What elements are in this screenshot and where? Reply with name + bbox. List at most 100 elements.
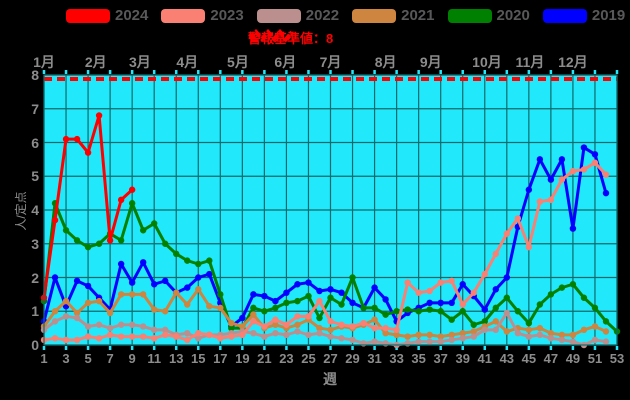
series-point-2020 [150,220,158,227]
series-point-2019 [139,259,147,266]
week-tick-label-15: 15 [191,351,206,366]
legend-label-2023: 2023 [210,7,244,24]
series-point-2020 [228,324,235,332]
series-point-2022 [294,328,301,335]
series-point-2019 [547,176,555,183]
series-point-2019 [206,270,213,278]
series-line-2022 [43,311,607,347]
series-point-2020 [404,306,411,313]
series-point-2022 [62,313,70,320]
month-label-10月: 10月 [472,54,502,70]
series-point-2023 [195,329,202,337]
series-point-2024 [128,186,136,193]
series-point-2022 [195,335,202,342]
series-point-2022 [525,333,533,340]
series-point-2023 [283,321,290,328]
series-point-2022 [73,314,81,322]
series-point-2020 [283,299,290,307]
week-tick-label-41: 41 [477,351,492,366]
legend-item-2020: 2020 [447,7,530,24]
series-point-2022 [316,329,323,337]
week-tick-label-17: 17 [213,351,228,366]
series-point-2023 [349,323,356,330]
series-point-2024 [95,112,103,119]
series-point-2021 [139,291,147,298]
legend-label-2021: 2021 [401,7,435,24]
series-point-2019 [327,286,334,293]
legend-item-2024: 2024 [66,7,148,24]
series-point-2023 [547,196,555,204]
series-point-2020 [591,304,599,312]
series-point-2020 [294,297,301,305]
series-point-2022 [272,329,279,337]
month-label-8月: 8月 [374,54,397,70]
warning-row: 警報基準値：8 [248,28,333,47]
series-point-2020 [272,304,279,312]
series-point-2021 [448,331,455,339]
week-tick-label-1: 1 [40,351,48,366]
month-label-3月: 3月 [128,54,151,70]
series-point-2021 [217,304,224,312]
series-point-2019 [150,281,158,288]
y-tick-label-5: 5 [31,168,39,185]
series-point-2022 [327,333,334,340]
series-point-2021 [558,331,566,339]
series-point-2021 [173,289,180,296]
series-point-2021 [371,316,378,323]
series-point-2019 [448,299,455,307]
series-line-2021 [42,287,607,339]
series-point-2023 [569,167,577,175]
series-point-2020 [338,301,345,308]
series-point-2023 [338,321,345,328]
month-label-7月: 7月 [319,54,342,70]
series-point-2023 [415,289,422,296]
week-tick-label-7: 7 [106,351,114,366]
series-point-2023 [128,333,136,340]
series-point-2021 [95,297,103,305]
series-point-2023 [536,198,544,205]
legend-item-2023: 2023 [161,7,244,24]
y-tick-label-0: 0 [31,337,39,353]
series-point-2020 [162,240,169,247]
series-line-2023 [43,161,608,342]
series-point-2021 [250,311,257,318]
series-point-2023 [558,176,566,183]
series-point-2023 [305,313,312,320]
series-point-2024 [73,135,81,143]
legend-label-2020: 2020 [496,7,530,24]
series-point-2019 [437,299,444,307]
series-point-2020 [195,260,202,268]
month-label-9月: 9月 [419,54,442,70]
legend-swatch-2021 [352,8,397,23]
series-point-2022 [602,338,610,345]
series-point-2021 [73,309,81,317]
week-tick-label-3: 3 [62,351,70,366]
series-point-2022 [117,321,125,328]
y-tick-label-8: 8 [31,67,39,83]
week-tick-label-37: 37 [433,351,448,366]
series-point-2023 [591,159,599,166]
series-point-2020 [448,316,455,323]
series-point-2022 [448,336,455,344]
series-point-2019 [459,281,466,288]
y-tick-label-2: 2 [31,269,39,286]
legend-item-2019: 2019 [542,7,625,24]
series-point-2022 [415,338,422,345]
series-point-2021 [426,331,433,339]
series-point-2019 [503,274,511,281]
series-point-2021 [580,326,588,334]
series-point-2022 [514,329,522,337]
week-tick-label-33: 33 [389,351,404,366]
series-point-2022 [250,329,257,337]
series-point-2021 [470,328,477,335]
series-point-2023 [150,335,158,342]
legend-swatch-2022 [256,8,301,23]
series-point-2021 [62,297,70,305]
series-point-2019 [316,287,323,295]
series-point-2021 [536,324,544,332]
series-point-2020 [580,294,588,301]
series-point-2023 [492,250,499,258]
series-point-2021 [503,328,511,335]
week-tick-label-35: 35 [411,351,426,366]
legend: 2024 2023 2022 2021 2020 2019 [66,7,625,24]
